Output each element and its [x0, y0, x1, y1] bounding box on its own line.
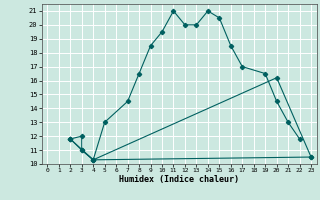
X-axis label: Humidex (Indice chaleur): Humidex (Indice chaleur) [119, 175, 239, 184]
